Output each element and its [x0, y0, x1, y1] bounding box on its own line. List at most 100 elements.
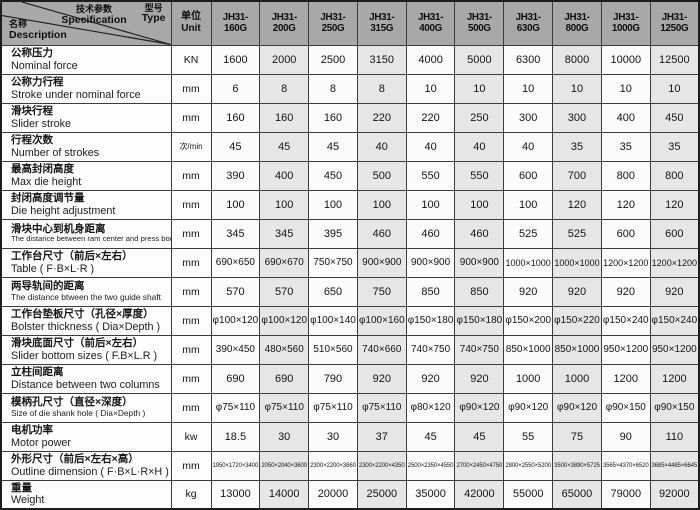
- row-label-cell: 工作台垫板尺寸（孔径×厚度） Bolster thickness ( Dia×De…: [0, 305, 172, 336]
- corner-type-label: 型号 Type: [141, 3, 166, 25]
- spec-row: 行程次数 Number of strokes 次/min 45 45 45 40 40 40 40…: [0, 131, 700, 162]
- corner-spec-zh: 技术参数: [75, 4, 112, 14]
- row-label-en: Distance between two columns: [11, 378, 160, 391]
- value-cell: 460: [356, 218, 407, 249]
- value-cell: 1000: [503, 363, 554, 394]
- row-label-en: Table ( F·B×L·R ): [11, 262, 95, 275]
- corner-desc-zh: 名称: [9, 19, 28, 30]
- spec-row: 公称压力 Nominal force KN 1600 2000 2500 3150 4000 5…: [0, 44, 700, 75]
- value-cell: 37: [356, 421, 407, 452]
- value-cell: 2000: [259, 44, 310, 75]
- model-column-header: JH31-400G: [405, 0, 456, 46]
- value-cell: 850×1000: [552, 334, 602, 365]
- row-label-cell: 公称压力 Nominal force: [0, 44, 172, 75]
- model-column-header: JH31-800G: [552, 0, 602, 46]
- value-cell: 1200×1200: [649, 247, 700, 278]
- row-label-en: Motor power: [11, 436, 72, 449]
- value-cell: 570: [210, 276, 261, 307]
- value-cell: 2800×2550×5200: [503, 450, 554, 481]
- spec-row: 立柱间距离 Distance between two columns mm 690 69…: [0, 363, 700, 394]
- value-cell: 740×660: [356, 334, 407, 365]
- value-cell: 100: [308, 189, 358, 220]
- model-column-header: JH31-500G: [454, 0, 505, 46]
- value-cell: 1200: [649, 363, 700, 394]
- row-label-en: The distance between ram center and pres…: [11, 234, 171, 244]
- row-label-en: Slider bottom sizes ( F.B×L.R ): [11, 349, 158, 362]
- value-cell: 75: [552, 421, 602, 452]
- row-label-zh: 重量: [11, 481, 32, 494]
- row-label-en: Die height adjustment: [11, 204, 116, 217]
- table-body: 公称压力 Nominal force KN 1600 2000 2500 3150 4000 5…: [0, 44, 700, 510]
- value-cell: 345: [259, 218, 310, 249]
- model-column-header: JH31-160G: [210, 0, 261, 46]
- value-cell: 920: [454, 363, 505, 394]
- value-cell: 920: [356, 363, 407, 394]
- row-label-cell: 模柄孔尺寸（直径×深度） Size of die shank hole ( Dia…: [0, 392, 172, 423]
- spec-row: 重量 Weight kg 13000 14000 20000 25000 35000 42000…: [0, 479, 700, 510]
- value-cell: 740×750: [405, 334, 456, 365]
- value-cell: 600: [503, 160, 554, 191]
- model-column-header: JH31-1000G: [600, 0, 651, 46]
- row-label-zh: 最高封闭高度: [11, 163, 74, 175]
- value-cell: 220: [356, 102, 407, 133]
- value-cell: 690×670: [259, 247, 310, 278]
- value-cell: 10: [600, 73, 651, 104]
- value-cell: φ90×120: [454, 392, 505, 423]
- row-label-cell: 最高封闭高度 Max die height: [0, 160, 172, 191]
- value-cell: 2050×2040×3600: [259, 450, 310, 481]
- row-label-cell: 封闭高度调节量 Die height adjustment: [0, 189, 172, 220]
- row-label-cell: 立柱间距离 Distance between two columns: [0, 363, 172, 394]
- spec-row: 两导轨间的距离 The distance btween the two guide…: [0, 276, 700, 307]
- value-cell: 510×560: [308, 334, 358, 365]
- value-cell: 45: [308, 131, 358, 162]
- value-cell: 550: [454, 160, 505, 191]
- value-cell: 395: [308, 218, 358, 249]
- value-cell: 1200×1200: [600, 247, 651, 278]
- unit-cell: 次/min: [170, 131, 212, 162]
- row-label-zh: 公称压力: [11, 47, 53, 59]
- value-cell: 45: [405, 421, 456, 452]
- value-cell: 65000: [552, 479, 602, 510]
- value-cell: 35000: [405, 479, 456, 510]
- row-label-en: Slider stroke: [11, 117, 72, 130]
- value-cell: 345: [210, 218, 261, 249]
- value-cell: 6300: [503, 44, 554, 75]
- value-cell: φ150×180: [454, 305, 505, 336]
- spec-row: 工作台尺寸（前后×左右） Table ( F·B×L·R ) mm 690×650 69…: [0, 247, 700, 278]
- model-column-header: JH31-200G: [259, 0, 310, 46]
- value-cell: 850: [454, 276, 505, 307]
- value-cell: 120: [600, 189, 651, 220]
- value-cell: 850: [405, 276, 456, 307]
- value-cell: 2300×2200×4350: [356, 450, 407, 481]
- value-cell: 55: [503, 421, 554, 452]
- value-cell: φ150×200: [503, 305, 554, 336]
- value-cell: 2700×2450×4750: [454, 450, 505, 481]
- unit-cell: mm: [170, 73, 212, 104]
- value-cell: 950×1200: [649, 334, 700, 365]
- model-column-header: JH31-1250G: [649, 0, 700, 46]
- unit-cell: mm: [170, 363, 212, 394]
- value-cell: 900×900: [454, 247, 505, 278]
- value-cell: 45: [454, 421, 505, 452]
- row-label-cell: 工作台尺寸（前后×左右） Table ( F·B×L·R ): [0, 247, 172, 278]
- value-cell: 1000: [552, 363, 602, 394]
- header-row: 型号 Type 技术参数 Specification 名称 Descriptio…: [0, 0, 700, 46]
- corner-type-en: Type: [141, 12, 166, 25]
- row-label-en: Number of strokes: [11, 146, 100, 159]
- value-cell: 8: [356, 73, 407, 104]
- value-cell: 18.5: [210, 421, 261, 452]
- unit-cell: kg: [170, 479, 212, 510]
- corner-spec-label: 技术参数 Specification: [36, 4, 152, 26]
- corner-desc-en: Description: [9, 28, 67, 41]
- value-cell: 1200: [600, 363, 651, 394]
- spec-row: 滑块中心到机身距离 The distance between ram center…: [0, 218, 700, 249]
- value-cell: φ75×110: [356, 392, 407, 423]
- value-cell: φ75×110: [210, 392, 261, 423]
- value-cell: φ90×120: [503, 392, 554, 423]
- value-cell: φ150×240: [649, 305, 700, 336]
- value-cell: 100: [210, 189, 261, 220]
- row-label-zh: 模柄孔尺寸（直径×深度）: [11, 396, 133, 409]
- value-cell: 850×1000: [503, 334, 554, 365]
- unit-header-zh: 单位: [181, 11, 201, 23]
